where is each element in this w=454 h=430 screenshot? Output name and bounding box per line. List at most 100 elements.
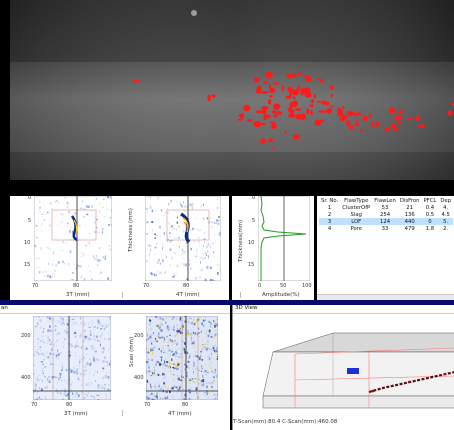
table-scrollbar[interactable] [317, 294, 454, 300]
defect-spot [310, 99, 315, 103]
speckle [93, 338, 96, 340]
speckle [215, 374, 218, 378]
speckle [206, 245, 208, 249]
table-row[interactable]: 1 ClusterOfP 53 21 0.4 4. [319, 204, 453, 211]
speckle [52, 251, 55, 255]
speckle [152, 394, 154, 396]
speckle [33, 345, 36, 347]
speckle [181, 356, 184, 358]
speckle [99, 202, 100, 205]
cr-ylabel: Scan (mm) [129, 336, 135, 367]
speckle [149, 207, 152, 209]
speckle [44, 392, 46, 394]
speckle [55, 237, 57, 239]
defect-spot [451, 102, 454, 106]
speckle [167, 329, 170, 331]
speckle [188, 365, 190, 366]
speckle [204, 346, 207, 349]
table-row[interactable]: 2 Slag 254 136 0.5 4.5 [319, 211, 453, 218]
amplitude-plot[interactable] [257, 196, 311, 282]
speckle [45, 353, 48, 355]
speckle [192, 381, 195, 383]
speckle [165, 390, 168, 393]
speckle [200, 357, 202, 359]
speckle [101, 347, 104, 350]
speckle [190, 333, 192, 335]
speckle [97, 397, 100, 399]
speckle [211, 243, 213, 245]
defect-spot [256, 85, 262, 93]
cell: 254 [379, 211, 391, 218]
speckle [215, 319, 218, 321]
cscan-right-plot[interactable] [145, 315, 220, 402]
speckle [169, 334, 171, 336]
defect-spot [281, 85, 285, 92]
speckle [147, 243, 149, 245]
amp-xlabel: Amplitude(%) [262, 292, 300, 298]
speckle [154, 372, 155, 375]
divider [240, 292, 241, 298]
speckle [165, 399, 167, 401]
speckle [215, 350, 217, 352]
col-dep[interactable]: Dep [440, 197, 452, 204]
speckle [183, 263, 185, 266]
speckle [192, 331, 194, 335]
speckle [178, 329, 180, 333]
speckle [212, 345, 215, 348]
speckle [157, 387, 158, 391]
cscan-left-plot[interactable] [32, 315, 113, 403]
col-srno[interactable]: Sr. No. [321, 197, 339, 204]
speckle [160, 271, 162, 275]
speckle [160, 387, 163, 391]
speckle [185, 263, 187, 267]
speckle [76, 240, 79, 243]
speckle [160, 325, 162, 327]
speckle [48, 275, 51, 277]
speckle [107, 388, 110, 391]
weld-scan-image[interactable] [10, 0, 454, 180]
speckle [85, 367, 87, 369]
speckle [203, 372, 205, 373]
speckle [77, 264, 79, 266]
speckle [169, 327, 170, 330]
speckle [87, 336, 89, 339]
cell: 3 [327, 218, 332, 225]
defect-spot [263, 81, 269, 85]
speckle [188, 356, 191, 359]
bscan-left-plot[interactable] [33, 196, 113, 282]
col-flawtype[interactable]: FlawType [344, 197, 369, 204]
speckle [158, 326, 161, 330]
table-row[interactable]: 4 Pore 33 479 1.8 2. [319, 225, 453, 232]
speckle [93, 334, 95, 338]
bscan-right-plot[interactable] [144, 196, 223, 282]
speckle [35, 399, 38, 401]
speckle [175, 237, 177, 239]
table-row-selected[interactable]: 3 LOF 124 440 0 5. [319, 218, 454, 225]
speckle [65, 369, 68, 371]
speckle [57, 261, 60, 264]
speckle [179, 317, 182, 320]
speckle [151, 349, 154, 352]
speckle [173, 329, 175, 332]
speckle [155, 209, 158, 212]
speckle [185, 333, 188, 336]
speckle [178, 356, 181, 358]
view3d-canvas[interactable] [233, 314, 454, 418]
speckle [217, 198, 219, 201]
speckle [214, 333, 216, 337]
speckle [58, 201, 60, 204]
speckle [74, 351, 77, 354]
speckle [76, 372, 78, 375]
speckle [165, 255, 167, 258]
col-pfcl[interactable]: PFCL [423, 197, 437, 204]
speckle [99, 386, 101, 387]
speckle [180, 201, 182, 204]
weld-xray-icon [10, 0, 454, 180]
speckle [83, 374, 85, 376]
speckle [189, 355, 191, 357]
col-disfron[interactable]: DisFron [399, 197, 420, 204]
col-flawlen[interactable]: FlawLen [374, 197, 396, 204]
cr-xtick-80: 80 [182, 402, 189, 408]
speckle [61, 250, 64, 252]
speckle [54, 273, 56, 276]
